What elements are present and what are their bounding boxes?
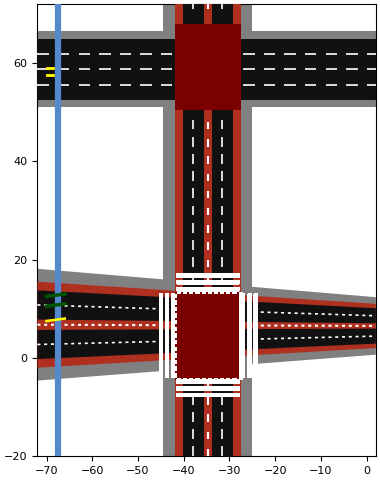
Bar: [174, 333, 241, 338]
Bar: [174, 4, 241, 456]
Bar: [177, 274, 239, 278]
Bar: [174, 293, 241, 298]
Bar: [158, 294, 163, 377]
Bar: [174, 340, 241, 344]
Bar: [163, 4, 252, 456]
Bar: [174, 373, 241, 377]
Bar: [174, 327, 241, 331]
Bar: [174, 24, 241, 110]
Polygon shape: [37, 329, 376, 359]
Bar: [247, 294, 251, 377]
Bar: [183, 291, 187, 380]
Bar: [233, 291, 237, 380]
Bar: [226, 291, 230, 380]
Bar: [214, 291, 218, 380]
Polygon shape: [37, 282, 376, 368]
Bar: [176, 287, 239, 291]
Polygon shape: [37, 269, 376, 381]
Bar: [247, 293, 252, 379]
Bar: [189, 291, 193, 380]
Bar: [174, 360, 241, 364]
Bar: [177, 380, 239, 384]
Bar: [165, 293, 169, 379]
Bar: [176, 380, 239, 384]
Bar: [174, 307, 241, 311]
Bar: [195, 291, 200, 380]
Bar: [174, 313, 241, 318]
Bar: [176, 386, 239, 391]
Bar: [174, 347, 241, 351]
Bar: [176, 274, 239, 278]
Bar: [174, 300, 241, 305]
Bar: [171, 293, 175, 379]
Bar: [177, 386, 239, 391]
Bar: [182, 4, 204, 456]
Bar: [177, 280, 239, 285]
Bar: [201, 291, 206, 380]
Bar: [177, 294, 239, 377]
Bar: [208, 291, 212, 380]
Bar: [177, 393, 239, 397]
Bar: [158, 293, 163, 379]
Bar: [37, 31, 376, 108]
Polygon shape: [37, 290, 376, 323]
Bar: [253, 294, 257, 377]
Bar: [174, 320, 241, 324]
Bar: [174, 291, 241, 380]
Bar: [212, 4, 233, 456]
Bar: [37, 38, 376, 100]
Bar: [165, 294, 169, 377]
Bar: [174, 353, 241, 358]
Bar: [177, 291, 181, 380]
Bar: [171, 294, 175, 377]
Bar: [241, 294, 245, 377]
Bar: [220, 291, 224, 380]
Bar: [241, 293, 245, 379]
Bar: [174, 366, 241, 371]
Bar: [176, 280, 239, 285]
Bar: [239, 291, 243, 380]
Bar: [254, 293, 258, 379]
Bar: [177, 287, 239, 291]
Bar: [176, 393, 239, 397]
